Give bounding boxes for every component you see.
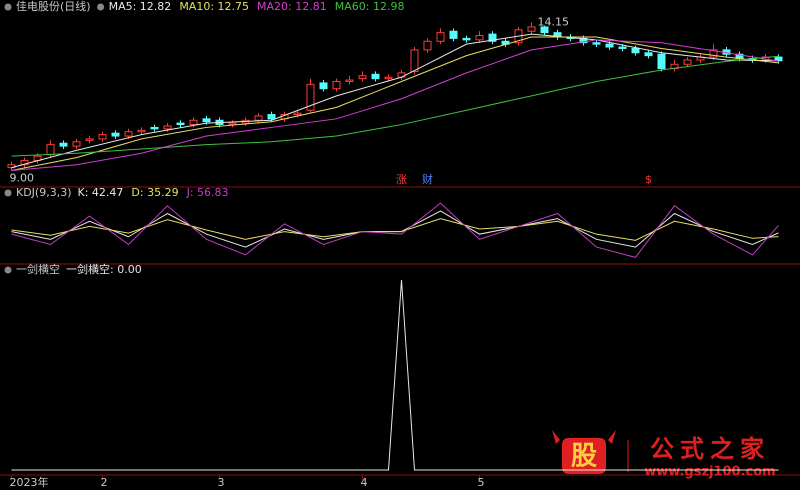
candle-body [319,82,328,90]
candle-body [397,72,406,78]
candle-body [137,129,146,133]
candle-body [293,112,302,116]
candle-body [683,59,692,65]
candle-body [202,118,211,123]
price-annotation: 14.15 [538,16,570,29]
indicator-line [11,218,779,241]
candle-body [475,35,484,41]
legend-entry: MA60: 12.98 [335,0,405,13]
candle-body [111,132,120,137]
x-tick-label: 2 [101,476,108,489]
candle-body [46,144,55,156]
candle-body [462,37,471,41]
candle-body [358,75,367,80]
candle-body [98,134,107,140]
site-url: www.gszj100.com [644,465,775,480]
candle-body [176,122,185,126]
candle-body [85,138,94,141]
candle-body [410,49,419,72]
legend-entry: MA10: 12.75 [179,0,249,13]
candle-body [605,43,614,48]
candle-body [631,47,640,54]
candle-body [540,26,549,34]
candle-body [449,30,458,39]
header-icon [4,3,12,11]
site-name: 公式之家 [650,435,770,463]
indicator-line [11,279,779,471]
indicator-line [11,202,779,258]
x-tick-label: 2023年 [10,475,49,489]
candle-body [20,159,29,166]
candle-body [254,115,263,121]
event-marker: $ [645,173,652,186]
panel-title: 佳电股份(日线) [16,0,91,13]
x-tick-label: 4 [361,476,368,489]
candle-body [72,141,81,147]
x-tick-label: 5 [478,476,485,489]
header-icon [4,266,12,274]
candle-body [59,142,68,147]
candle-body [592,42,601,45]
indicator-line [11,36,779,172]
watermark: 股 公式之家 www.gszj100.com [552,430,776,480]
candle-body [345,79,354,82]
header-icon [97,3,105,11]
indicator-line [11,55,779,157]
header-icon [4,189,12,197]
candle-body [436,32,445,42]
candle-body [618,46,627,49]
event-marker: 涨 [396,173,407,186]
logo-box [562,438,606,474]
panel-title: KDJ(9,3,3) [16,186,72,199]
candle-body [488,33,497,42]
candle-body [644,52,653,57]
legend-entry: MA5: 12.82 [109,0,172,13]
candle-body [124,131,133,137]
indicator-line [11,39,779,172]
candle-body [657,53,666,70]
candle-body [423,40,432,51]
legend-entry: K: 42.47 [78,186,124,199]
legend-entry: D: 35.29 [131,186,178,199]
candle-body [371,73,380,80]
legend-entry: MA20: 12.81 [257,0,327,13]
legend-entry: J: 56.83 [186,186,229,199]
logo-text: 股 [571,442,597,472]
legend-entry: 一剑横空: 0.00 [66,262,142,276]
candle-body [163,125,172,130]
indicator-line [11,33,779,169]
candle-body [228,122,237,126]
candle-body [150,126,159,130]
event-marker: 财 [422,172,433,186]
candle-body [306,83,315,111]
candle-body [189,119,198,126]
x-tick-label: 3 [218,476,225,489]
panel-title: 一剑横空 [16,262,60,276]
candle-body [384,76,393,80]
candle-body [709,49,718,58]
candle-body [527,26,536,32]
candle-body [267,114,276,120]
candle-body [332,80,341,90]
price-annotation: 9.00 [10,172,35,185]
